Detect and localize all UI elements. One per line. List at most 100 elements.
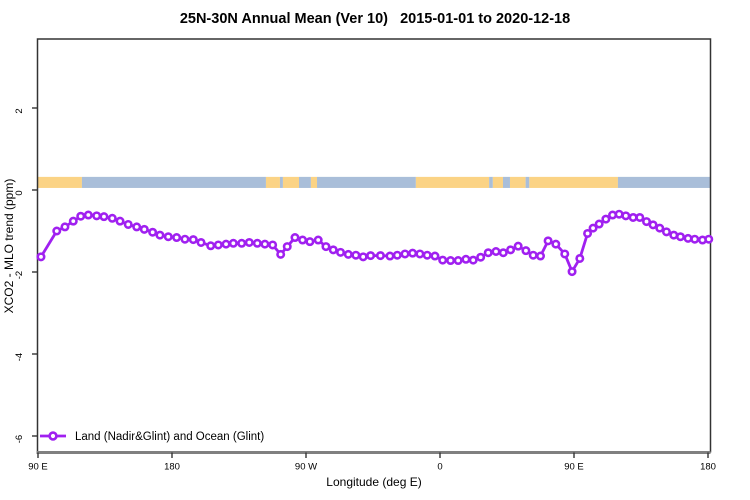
data-point bbox=[461, 254, 471, 264]
data-point bbox=[52, 226, 62, 236]
legend-marker-icon bbox=[48, 431, 58, 441]
data-point bbox=[601, 214, 611, 224]
data-point bbox=[92, 211, 102, 221]
band-ocean-segment bbox=[525, 176, 530, 188]
data-point bbox=[132, 222, 142, 232]
y-axis-label: XCO2 - MLO trend (ppm) bbox=[2, 178, 16, 314]
x-tick-label: 180 bbox=[164, 462, 180, 473]
data-point bbox=[244, 237, 254, 247]
data-point bbox=[655, 223, 665, 233]
data-point bbox=[36, 252, 46, 262]
data-point bbox=[163, 232, 173, 242]
data-point bbox=[180, 234, 190, 244]
data-point bbox=[375, 251, 385, 261]
data-point bbox=[107, 213, 117, 223]
band-ocean-segment bbox=[299, 176, 311, 188]
y-tick-label: -4 bbox=[14, 353, 25, 361]
data-point bbox=[575, 253, 585, 263]
data-point bbox=[221, 239, 231, 249]
land-ocean-band bbox=[38, 176, 710, 188]
data-point bbox=[305, 237, 315, 247]
data-point bbox=[661, 227, 671, 237]
data-point bbox=[123, 219, 133, 229]
data-point bbox=[115, 216, 125, 226]
data-point bbox=[483, 248, 493, 258]
x-tick-label: 90 W bbox=[295, 462, 317, 473]
data-point bbox=[228, 238, 238, 248]
data-point bbox=[196, 237, 206, 247]
data-point bbox=[648, 220, 658, 230]
data-point bbox=[683, 233, 693, 243]
data-point bbox=[583, 228, 593, 238]
legend-label: Land (Nadir&Glint) and Ocean (Glint) bbox=[75, 431, 264, 443]
data-point bbox=[513, 241, 523, 251]
data-point bbox=[282, 242, 292, 252]
data-point bbox=[366, 251, 376, 261]
x-tick-label: 180 bbox=[700, 462, 716, 473]
data-point bbox=[621, 211, 631, 221]
data-point bbox=[498, 248, 508, 258]
data-point bbox=[321, 242, 331, 252]
data-point bbox=[68, 216, 78, 226]
band-ocean-segment bbox=[502, 176, 510, 188]
data-point bbox=[172, 233, 182, 243]
band-land-segment bbox=[310, 176, 318, 188]
band-land-segment bbox=[529, 176, 618, 188]
band-land-segment bbox=[492, 176, 503, 188]
data-point bbox=[268, 240, 278, 250]
data-point bbox=[385, 251, 395, 261]
data-point bbox=[704, 234, 714, 244]
band-ocean-segment bbox=[279, 176, 283, 188]
data-point bbox=[690, 234, 700, 244]
data-point bbox=[328, 245, 338, 255]
data-point bbox=[408, 248, 418, 258]
data-point bbox=[313, 235, 323, 245]
data-point bbox=[336, 247, 346, 257]
data-point bbox=[148, 227, 158, 237]
data-point bbox=[206, 241, 216, 251]
x-tick-label: 90 E bbox=[28, 462, 48, 473]
data-point bbox=[536, 251, 546, 261]
data-point bbox=[213, 240, 223, 250]
axes: 90 E 180 90 W 0 90 E 180 2 0 -2 -4 -6 bbox=[14, 38, 716, 473]
data-point bbox=[76, 211, 86, 221]
x-tick-label: 0 bbox=[437, 462, 442, 473]
x-tick-label: 90 E bbox=[564, 462, 584, 473]
data-point bbox=[298, 235, 308, 245]
data-point bbox=[528, 250, 538, 260]
legend: Land (Nadir&Glint) and Ocean (Glint) bbox=[40, 431, 264, 443]
data-point bbox=[260, 239, 270, 249]
data-point bbox=[400, 249, 410, 259]
plot-border bbox=[36, 38, 712, 453]
band-land-segment bbox=[282, 176, 300, 188]
data-point bbox=[358, 252, 368, 262]
data-point bbox=[468, 255, 478, 265]
data-point bbox=[453, 256, 463, 266]
band-land-segment bbox=[415, 176, 490, 188]
chart-title: 25N-30N Annual Mean (Ver 10) 2015-01-01 … bbox=[179, 11, 571, 27]
band-ocean-segment bbox=[489, 176, 493, 188]
data-point bbox=[83, 210, 93, 220]
data-point bbox=[476, 252, 486, 262]
data-point bbox=[491, 247, 501, 257]
data-point bbox=[99, 212, 109, 222]
data-point bbox=[343, 249, 353, 259]
data-point bbox=[415, 249, 425, 259]
data-point bbox=[635, 212, 645, 222]
data-point bbox=[594, 219, 604, 229]
data-point bbox=[614, 209, 624, 219]
data-point bbox=[139, 224, 149, 234]
data-point bbox=[252, 238, 262, 248]
data-point bbox=[521, 246, 531, 256]
y-tick-label: 2 bbox=[14, 108, 25, 113]
data-point bbox=[155, 230, 165, 240]
data-point bbox=[642, 217, 652, 227]
data-point bbox=[560, 249, 570, 259]
data-point bbox=[588, 223, 598, 233]
band-land-segment bbox=[265, 176, 280, 188]
data-point bbox=[438, 255, 448, 265]
data-point bbox=[567, 267, 577, 277]
data-point bbox=[422, 250, 432, 260]
